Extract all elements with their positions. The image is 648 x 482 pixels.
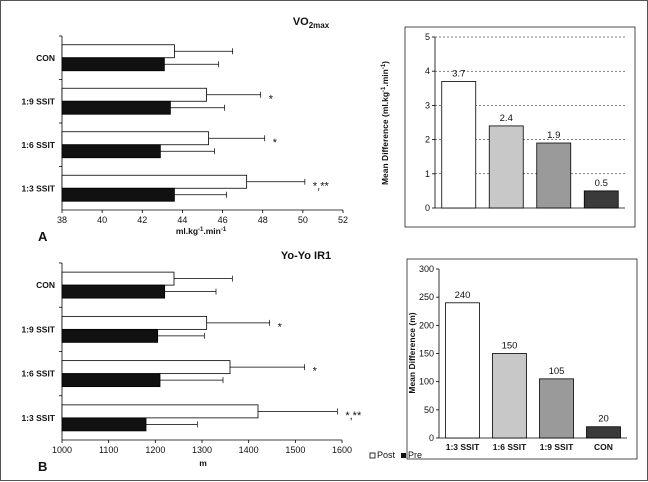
yoyo-right-plot-border — [406, 258, 638, 460]
vo2-left-bar-post — [61, 87, 207, 102]
vo2-right-y-tick-label: 3 — [425, 100, 430, 110]
vo2-left-bar-pre — [61, 187, 175, 202]
yoyo-left-x-tick-label: 1500 — [285, 445, 305, 455]
yoyo-left-x-tick-label: 1200 — [145, 445, 165, 455]
vo2-left-bar-post — [61, 131, 209, 146]
yoyo-left-category-label: 1:3 SSIT — [21, 413, 55, 423]
vo2-right-y-tick-label: 1 — [425, 169, 430, 179]
vo2-left-x-tick-label: 48 — [258, 215, 268, 225]
vo2-left-x-tick-label: 42 — [137, 215, 147, 225]
yoyo-right-data-label: 150 — [502, 341, 518, 352]
yoyo-left-bar-pre — [61, 373, 161, 388]
vo2-left-bar-post — [61, 44, 175, 59]
vo2-left-x-tick-label: 46 — [218, 215, 228, 225]
yoyo-right-y-tick-label: 100 — [419, 377, 434, 387]
vo2-left-category-label: 1:3 SSIT — [21, 183, 55, 193]
yoyo-left-category-label: 1:6 SSIT — [21, 369, 55, 379]
vo2-right-plot-border — [404, 26, 636, 228]
yoyo-left-significance-mark: * — [278, 321, 283, 333]
yoyo-left-significance-mark: * — [313, 366, 318, 378]
vo2-right-data-label: 1.9 — [547, 130, 560, 141]
vo2-right-bar — [488, 125, 524, 209]
vo2-left-bar-pre — [61, 100, 171, 115]
yoyo-left-bar-post — [61, 315, 208, 330]
vo2-right-y-tick-label: 2 — [425, 135, 430, 145]
yoyo-right-category-label: 1:9 SSIT — [540, 442, 574, 452]
y-axis-label-top-right: Mean Difference (ml.kg-1.min-1) — [380, 61, 390, 185]
vo2-left-category-label: CON — [36, 53, 55, 63]
yoyo-right-category-label: 1:3 SSIT — [446, 442, 480, 452]
x-axis-label-bottom-left: m — [199, 458, 207, 468]
yoyo-right-y-tick-label: 300 — [419, 264, 434, 274]
vo2-right-data-label: 0.5 — [595, 178, 608, 189]
panel-label-a: A — [38, 229, 48, 244]
yoyo-right-bar — [445, 302, 480, 439]
vo2-left-bar-pre — [61, 144, 161, 159]
vo2-right-data-label: 2.4 — [500, 113, 513, 124]
vo2-right-y-tick-label: 4 — [425, 66, 430, 76]
y-axis-label-bottom-right: Mean Difference (m) — [407, 312, 417, 393]
vo2-left-bar-post — [61, 174, 248, 189]
yoyo-left-x-tick-label: 1400 — [239, 445, 259, 455]
yoyo-right-y-tick-label: 50 — [424, 405, 434, 415]
vo2-left-category-label: 1:9 SSIT — [21, 96, 55, 106]
yoyo-right-y-tick-label: 150 — [419, 349, 434, 359]
yoyo-left-bar-post — [61, 360, 231, 375]
yoyo-right-category-label: 1:6 SSIT — [493, 442, 527, 452]
yoyo-right-data-label: 240 — [455, 290, 471, 301]
yoyo-right-category-label: CON — [594, 442, 613, 452]
yoyo-left-significance-mark: *,** — [345, 410, 362, 422]
x-axis-label-top-left: ml.kg-1.min-1 — [176, 226, 227, 236]
yoyo-left-bar-pre — [61, 284, 166, 299]
panel-label-b: B — [38, 459, 47, 474]
vo2-left-significance-mark: * — [269, 93, 274, 105]
vo2-right-y-tick-label: 0 — [425, 203, 430, 213]
yoyo-right-bar — [539, 378, 574, 439]
legend-pre-label: Pre — [408, 450, 422, 460]
legend: Post Pre — [369, 450, 422, 460]
legend-post-label: Post — [377, 450, 396, 460]
title-vo2max: VO2max — [293, 16, 330, 30]
vo2-left-bar-pre — [61, 57, 165, 72]
yoyo-right-bar — [492, 353, 527, 439]
yoyo-right-y-tick-label: 0 — [429, 433, 434, 443]
vo2-left-x-tick-label: 44 — [177, 215, 187, 225]
yoyo-right-data-label: 105 — [549, 366, 565, 377]
yoyo-right-data-label: 20 — [598, 414, 609, 425]
vo2-left-significance-mark: *,** — [313, 180, 330, 192]
vo2-left-x-tick-label: 50 — [298, 215, 308, 225]
yoyo-right-y-tick-label: 200 — [419, 320, 434, 330]
vo2-right-bar — [441, 81, 477, 209]
yoyo-left-x-tick-label: 1100 — [99, 445, 118, 455]
vo2-left-significance-mark: * — [273, 137, 278, 149]
yoyo-left-x-tick-label: 1000 — [52, 445, 72, 455]
yoyo-left-x-tick-label: 1300 — [192, 445, 212, 455]
yoyo-left-bar-pre — [61, 328, 159, 343]
yoyo-right-bar — [586, 426, 621, 439]
legend-post-swatch — [369, 452, 376, 459]
vo2-right-data-label: 3.7 — [452, 68, 465, 79]
vo2-left-x-tick-label: 40 — [97, 215, 107, 225]
vo2-right-y-tick-label: 5 — [425, 32, 430, 42]
yoyo-left-x-tick-label: 1600 — [332, 445, 352, 455]
yoyo-left-bar-pre — [61, 417, 147, 432]
yoyo-left-category-label: CON — [36, 280, 55, 290]
vo2-left-category-label: 1:6 SSIT — [21, 140, 55, 150]
yoyo-left-bar-post — [61, 271, 175, 286]
legend-pre-swatch — [401, 453, 406, 458]
vo2-left-x-tick-label: 52 — [338, 215, 348, 225]
yoyo-left-bar-post — [61, 404, 259, 419]
yoyo-right-y-tick-label: 250 — [419, 292, 434, 302]
title-yoyo: Yo-Yo IR1 — [281, 250, 331, 262]
vo2-right-bar — [583, 190, 619, 209]
yoyo-left-category-label: 1:9 SSIT — [21, 324, 55, 334]
vo2-left-x-tick-label: 38 — [57, 215, 67, 225]
vo2-right-bar — [536, 142, 572, 209]
